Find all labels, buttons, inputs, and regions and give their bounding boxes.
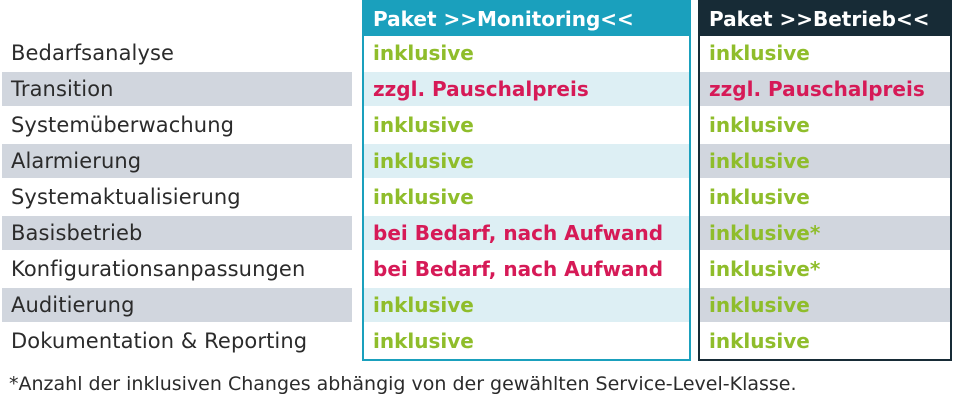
row-label: Transition [2,72,352,106]
monitoring-cell: inklusive [373,41,474,65]
betrieb-cell: inklusive [700,144,950,178]
row-label: Systemüberwachung [11,113,235,137]
row-label: Systemaktualisierung [11,185,241,209]
betrieb-cell: inklusive* [700,216,950,250]
betrieb-cell: inklusive [700,288,950,322]
monitoring-cell: zzgl. Pauschalpreis [364,72,689,106]
row-label: Auditierung [2,288,352,322]
row-label: Basisbetrieb [2,216,352,250]
monitoring-cell: inklusive [364,288,689,322]
package-betrieb-header: Paket >>Betrieb<< [700,2,950,36]
monitoring-cell: bei Bedarf, nach Aufwand [364,216,689,250]
monitoring-cell: inklusive [364,144,689,178]
betrieb-cell: zzgl. Pauschalpreis [700,72,950,106]
package-monitoring-column: Paket >>Monitoring<< inklusive zzgl. Pau… [362,0,691,361]
footnote: *Anzahl der inklusiven Changes abhängig … [9,373,797,395]
row-label: Bedarfsanalyse [11,41,175,65]
betrieb-cell: inklusive [709,329,810,353]
monitoring-cell: inklusive [373,113,474,137]
monitoring-cell: bei Bedarf, nach Aufwand [373,257,664,281]
betrieb-cell: inklusive [709,41,810,65]
betrieb-cell: inklusive [709,185,810,209]
monitoring-cell: inklusive [373,185,474,209]
row-label: Dokumentation & Reporting [11,329,308,353]
monitoring-cell: inklusive [373,329,474,353]
betrieb-cell: inklusive* [709,257,821,281]
package-monitoring-header: Paket >>Monitoring<< [364,2,689,36]
row-label: Alarmierung [2,144,352,178]
package-betrieb-column: Paket >>Betrieb<< inklusive zzgl. Pausch… [698,0,952,361]
betrieb-cell: inklusive [709,113,810,137]
row-label: Konfigurationsanpassungen [11,257,306,281]
